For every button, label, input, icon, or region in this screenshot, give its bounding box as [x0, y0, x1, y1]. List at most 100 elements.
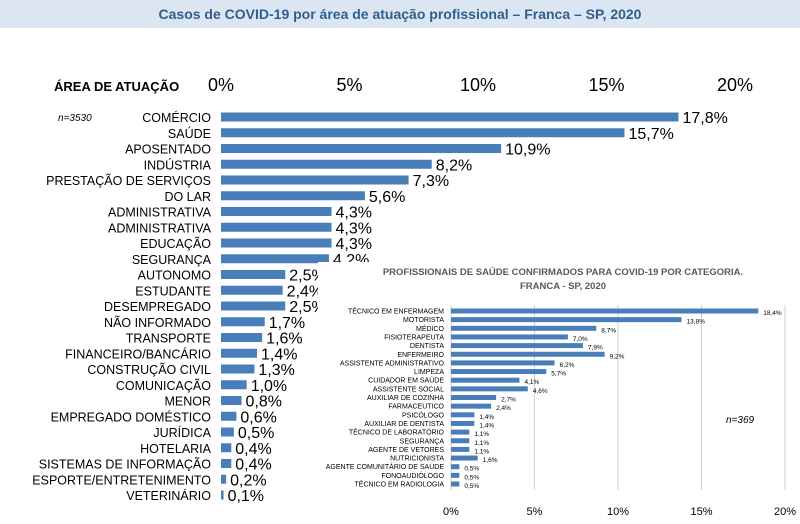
bar	[221, 254, 329, 264]
category-label: CONSTRUÇÃO CIVIL	[87, 363, 211, 377]
bar	[221, 459, 232, 468]
bar	[221, 238, 332, 248]
inset-x-tick-label: 15%	[690, 506, 712, 518]
inset-data-label: 4,1%	[524, 379, 539, 386]
inset-bar	[451, 446, 470, 452]
inset-panel	[318, 262, 800, 524]
x-tick-label: 20%	[717, 75, 753, 95]
data-label: 1,6%	[266, 331, 302, 348]
inset-category-label: ASSISTENTE SOCIAL	[373, 386, 444, 393]
inset-category-label: AUXILIAR DE DENTISTA	[364, 421, 444, 428]
inset-data-label: 7,9%	[588, 345, 603, 352]
data-label: 15,7%	[628, 126, 673, 143]
bar	[221, 427, 234, 437]
category-label: EDUCAÇÃO	[140, 237, 211, 251]
data-label: 1,3%	[258, 362, 294, 379]
inset-data-label: 2,4%	[496, 405, 511, 412]
bar	[221, 396, 242, 405]
inset-bar	[451, 343, 583, 349]
page-title: Casos de COVID-19 por área de atuação pr…	[158, 6, 642, 22]
inset-bar	[451, 481, 460, 487]
inset-data-label: 1,1%	[474, 440, 489, 447]
category-label: EMPREGADO DOMÉSTICO	[51, 409, 212, 424]
inset-category-label: CUIDADOR EM SAÚDE	[368, 376, 444, 385]
bar	[221, 222, 332, 232]
inset-category-label: AGENTE DE VETORES	[368, 447, 444, 454]
inset-category-label: FONOAUDIÓLOGO	[381, 471, 444, 480]
inset-category-label: AUXILIAR DE COZINHA	[367, 395, 444, 402]
data-label: 0,5%	[238, 425, 274, 442]
inset-x-tick-label: 10%	[607, 506, 629, 518]
data-label: 0,8%	[246, 394, 282, 411]
category-label: COMUNICAÇÃO	[116, 379, 211, 393]
bar	[221, 333, 263, 342]
category-label: ADMINISTRATIVA	[108, 221, 212, 235]
inset-bar	[451, 369, 547, 375]
inset-bar	[451, 412, 475, 418]
bar	[221, 364, 255, 374]
bar	[221, 270, 286, 279]
category-label: DO LAR	[164, 190, 211, 204]
bar	[221, 207, 332, 216]
inset-category-label: ENFERMEIRO	[397, 352, 444, 359]
x-tick-label: 10%	[460, 75, 496, 95]
inset-data-label: 0,5%	[464, 466, 479, 473]
inset-bar	[451, 308, 759, 314]
category-label: MENOR	[164, 395, 211, 409]
inset-category-label: ASSISTENTE ADMINISTRATIVO	[340, 360, 445, 367]
inset-data-label: 13,8%	[686, 319, 705, 326]
inset-data-label: 2,7%	[501, 397, 516, 404]
inset-bar	[451, 334, 568, 340]
inset-bar	[451, 325, 597, 331]
bar	[221, 159, 432, 169]
inset-category-label: NUTRICIONISTA	[390, 456, 444, 463]
inset-bar	[451, 429, 470, 435]
bar	[221, 411, 237, 421]
inset-data-label: 1,4%	[479, 422, 494, 429]
category-label: PRESTAÇÃO DE SERVIÇOS	[46, 174, 211, 188]
x-tick-label: 0%	[208, 75, 234, 95]
inset-bar	[451, 351, 605, 357]
inset-data-label: 9,2%	[610, 353, 625, 360]
inset-data-label: 6,2%	[560, 362, 575, 369]
inset-data-label: 1,1%	[474, 448, 489, 455]
bar	[221, 285, 283, 295]
category-label: FINANCEIRO/BANCÁRIO	[65, 346, 211, 361]
inset-category-label: SEGURANÇA	[400, 438, 445, 445]
inset-x-tick-label: 0%	[443, 506, 459, 518]
inset-bar	[451, 420, 475, 426]
bar	[221, 144, 502, 153]
category-label: JURÍDICA	[153, 425, 211, 440]
inset-bar	[451, 317, 682, 323]
data-label: 10,9%	[505, 142, 550, 159]
title-bar: Casos de COVID-19 por área de atuação pr…	[0, 0, 800, 28]
category-label: DESEMPREGADO	[104, 300, 211, 314]
data-label: 1,7%	[269, 315, 305, 332]
inset-title-line-2: FRANCA - SP, 2020	[520, 281, 606, 292]
bar	[221, 443, 232, 453]
inset-bar	[451, 386, 528, 392]
inset-sample-size-label: n=369	[726, 415, 755, 426]
data-label: 0,6%	[240, 409, 276, 426]
inset-data-label: 1,6%	[483, 457, 498, 464]
inset-data-label: 0,5%	[464, 483, 479, 490]
inset-bar	[451, 438, 470, 444]
x-tick-label: 15%	[588, 75, 624, 95]
axis-header-label: ÁREA DE ATUAÇÃO	[54, 79, 179, 94]
bar	[221, 191, 365, 201]
data-label: 4,3%	[336, 220, 372, 237]
inset-category-label: TÉCNICO DE LABORATÓRIO	[349, 428, 445, 437]
sample-size-label: n=3530	[58, 113, 92, 124]
inset-x-tick-label: 5%	[527, 506, 543, 518]
inset-data-label: 0,5%	[464, 474, 479, 481]
inset-bar	[451, 464, 460, 470]
category-label: ESPORTE/ENTRETENIMENTO	[32, 473, 211, 487]
bar	[221, 128, 625, 138]
inset-bar	[451, 360, 555, 366]
category-label: AUTONOMO	[138, 269, 212, 283]
category-label: HOTELARIA	[140, 442, 212, 456]
inset-category-label: FARMACEUTICO	[388, 404, 444, 411]
data-label: 2,4%	[287, 283, 323, 300]
category-label: SEGURANÇA	[132, 253, 212, 267]
